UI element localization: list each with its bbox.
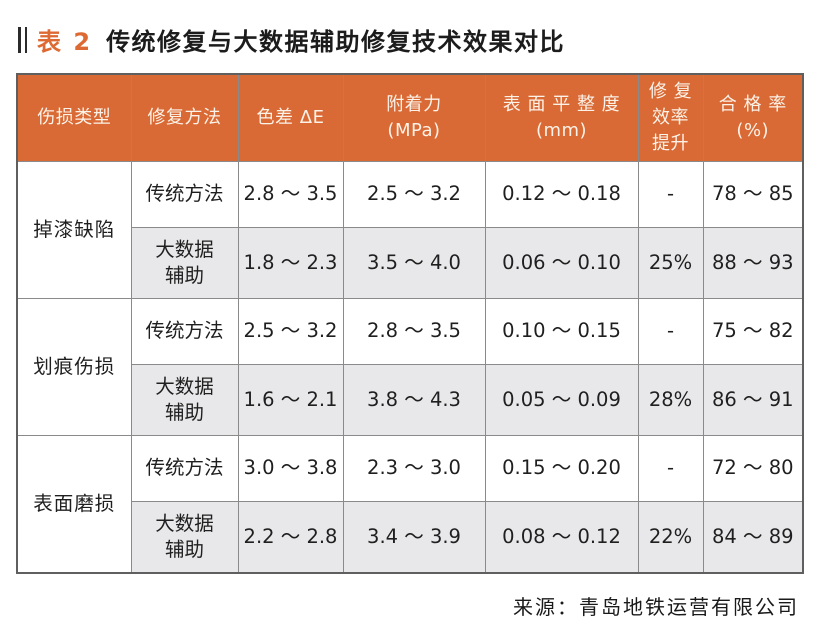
flatness-cell: 0.06 ～ 0.10: [484, 227, 639, 299]
method-cell: 大数据 辅助: [130, 364, 239, 436]
pass-rate-cell: 72 ～ 80: [702, 435, 804, 502]
pass-rate-cell: 75 ～ 82: [702, 298, 804, 365]
table-title: 传统修复与大数据辅助修复技术效果对比: [106, 28, 566, 56]
table-row: 掉漆缺陷 传统方法 2.8 ～ 3.5 2.5 ～ 3.2 0.12 ～ 0.1…: [16, 161, 804, 299]
efficiency-cell: -: [637, 435, 704, 502]
table-caption: 表 2 传统修复与大数据辅助修复技术效果对比: [18, 22, 803, 57]
efficiency-cell: 25%: [637, 227, 704, 299]
flatness-cell: 0.10 ～ 0.15: [484, 298, 639, 365]
header-adhesion: 附着力 (MPa): [342, 73, 486, 162]
table-row: 大数据 辅助 1.8 ～ 2.3 3.5 ～ 4.0 0.06 ～ 0.10 2…: [17, 227, 804, 299]
header-pass-rate: 合 格 率 (%): [702, 73, 804, 162]
efficiency-cell: 22%: [637, 501, 704, 574]
method-cell: 大数据 辅助: [130, 501, 239, 574]
color-diff-cell: 2.5 ～ 3.2: [237, 298, 344, 365]
efficiency-cell: 28%: [637, 364, 704, 436]
header-repair-method: 修复方法: [130, 73, 239, 162]
flatness-cell: 0.08 ～ 0.12: [484, 501, 639, 574]
pass-rate-cell: 78 ～ 85: [702, 161, 804, 228]
pass-rate-cell: 88 ～ 93: [702, 227, 804, 299]
color-diff-cell: 2.2 ～ 2.8: [237, 501, 344, 574]
adhesion-cell: 3.5 ～ 4.0: [342, 227, 486, 299]
flatness-cell: 0.15 ～ 0.20: [484, 435, 639, 502]
table-row: 表面磨损 传统方法 3.0 ～ 3.8 2.3 ～ 3.0 0.15 ～ 0.2…: [16, 435, 804, 574]
table-row: 划痕伤损 传统方法 2.5 ～ 3.2 2.8 ～ 3.5 0.10 ～ 0.1…: [16, 298, 804, 436]
adhesion-cell: 2.8 ～ 3.5: [342, 298, 486, 365]
pass-rate-cell: 86 ～ 91: [702, 364, 804, 436]
adhesion-cell: 2.3 ～ 3.0: [342, 435, 486, 502]
header-color-diff: 色差 ΔE: [237, 73, 344, 162]
color-diff-cell: 3.0 ～ 3.8: [237, 435, 344, 502]
caption-bars-icon: [18, 26, 27, 53]
flatness-cell: 0.12 ～ 0.18: [484, 161, 639, 228]
damage-type-cell: 掉漆缺陷: [16, 161, 132, 299]
efficiency-cell: -: [637, 298, 704, 365]
header-flatness: 表 面 平 整 度 (mm): [484, 73, 639, 162]
method-cell: 传统方法: [130, 298, 239, 365]
adhesion-cell: 2.5 ～ 3.2: [342, 161, 486, 228]
table-row: 大数据 辅助 1.6 ～ 2.1 3.8 ～ 4.3 0.05 ～ 0.09 2…: [17, 364, 804, 436]
table-row: 大数据 辅助 2.2 ～ 2.8 3.4 ～ 3.9 0.08 ～ 0.12 2…: [17, 501, 804, 574]
color-diff-cell: 1.8 ～ 2.3: [237, 227, 344, 299]
color-diff-cell: 2.8 ～ 3.5: [237, 161, 344, 228]
color-diff-cell: 1.6 ～ 2.1: [237, 364, 344, 436]
pass-rate-cell: 84 ～ 89: [702, 501, 804, 574]
adhesion-cell: 3.8 ～ 4.3: [342, 364, 486, 436]
damage-type-cell: 划痕伤损: [16, 298, 132, 436]
header-efficiency: 修 复 效率 提升: [637, 73, 704, 162]
header-row: 伤损类型 修复方法 色差 ΔE 附着力 (MPa) 表 面 平 整 度 (mm)…: [16, 73, 804, 162]
method-cell: 传统方法: [130, 161, 239, 228]
comparison-table: 伤损类型 修复方法 色差 ΔE 附着力 (MPa) 表 面 平 整 度 (mm)…: [16, 73, 804, 574]
method-cell: 传统方法: [130, 435, 239, 502]
adhesion-cell: 3.4 ～ 3.9: [342, 501, 486, 574]
table-number-label: 表 2: [37, 28, 93, 56]
method-cell: 大数据 辅助: [130, 227, 239, 299]
source-note: 来源：青岛地铁运营有限公司: [513, 595, 799, 619]
flatness-cell: 0.05 ～ 0.09: [484, 364, 639, 436]
efficiency-cell: -: [637, 161, 704, 228]
damage-type-cell: 表面磨损: [16, 435, 132, 574]
header-damage-type: 伤损类型: [16, 73, 132, 162]
